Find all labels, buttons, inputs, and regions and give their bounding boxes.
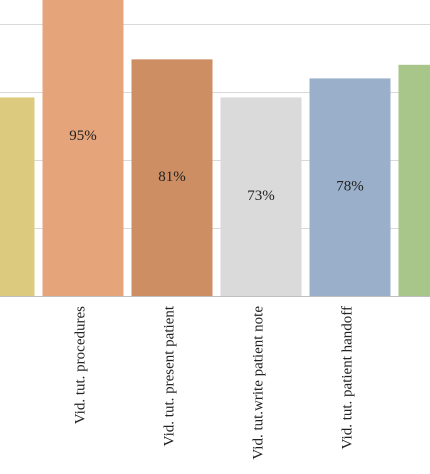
category-label-3: Vid. tut. present patient: [161, 305, 177, 446]
data-label-4: 73%: [247, 188, 275, 204]
category-label-2: Vid. tut. procedures: [72, 306, 88, 424]
bar-1: [0, 97, 35, 296]
category-label-5: Vid. tut. patient handoff: [339, 306, 355, 449]
bar-4: [220, 97, 302, 296]
data-labels: %95%81%73%78%8: [0, 128, 364, 207]
bar-2: [42, 0, 124, 297]
category-label-4: Vid. tut.write patient note: [250, 306, 266, 460]
data-label-3: 81%: [158, 169, 186, 185]
bar-5: [309, 78, 391, 297]
category-labels: Vid. tut. procedures Vid. tut. present pa…: [72, 305, 355, 459]
bar-3: [131, 59, 213, 296]
data-label-2: 95%: [69, 128, 97, 144]
data-label-5: 78%: [336, 179, 364, 195]
bars: [0, 0, 430, 297]
bar-6: [398, 64, 430, 296]
